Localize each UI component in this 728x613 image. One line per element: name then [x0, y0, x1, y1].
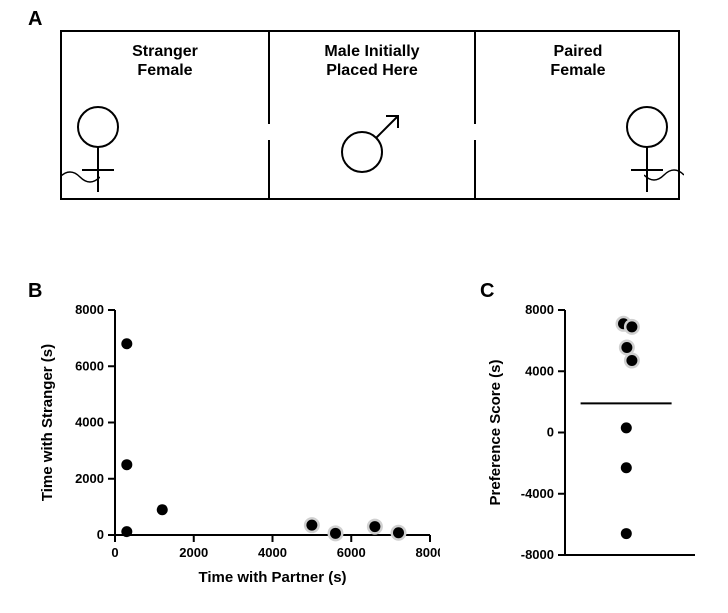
- svg-text:2000: 2000: [75, 471, 104, 486]
- svg-text:8000: 8000: [416, 545, 440, 560]
- svg-text:6000: 6000: [75, 358, 104, 373]
- chamber-left-line2: Female: [137, 62, 192, 79]
- chamber-center-line1: Male Initially: [324, 43, 419, 60]
- svg-text:0: 0: [97, 527, 104, 542]
- svg-text:Time with Stranger (s): Time with Stranger (s): [39, 344, 56, 501]
- svg-text:8000: 8000: [525, 302, 554, 317]
- scatter-chart-b: 0 2000 4000 6000 8000 0 2000 4000 6000 8000 Time w…: [30, 300, 440, 600]
- svg-text:Time with Partner (s): Time with Partner (s): [198, 569, 346, 586]
- svg-text:4000: 4000: [75, 415, 104, 430]
- strip-chart-c: -8000 -4000 0 4000 8000 Preference Score (s): [480, 300, 710, 600]
- chamber-right-line2: Female: [550, 62, 605, 79]
- panel-a-label: A: [28, 8, 42, 31]
- svg-text:8000: 8000: [75, 302, 104, 317]
- male-icon: [334, 107, 414, 182]
- svg-text:-8000: -8000: [521, 547, 554, 562]
- chamber-right-line1: Paired: [554, 43, 603, 60]
- svg-text:6000: 6000: [337, 545, 366, 560]
- svg-text:2000: 2000: [179, 545, 208, 560]
- apparatus-diagram: Stranger Female Male Initially Placed He…: [60, 30, 680, 200]
- chamber-left-line1: Stranger: [132, 43, 198, 60]
- svg-text:4000: 4000: [525, 363, 554, 378]
- chamber-center-line2: Placed Here: [326, 62, 418, 79]
- chamber-right-label: Paired Female: [478, 42, 678, 80]
- tether-left-icon: [60, 162, 100, 192]
- tether-right-icon: [644, 160, 684, 190]
- svg-text:-4000: -4000: [521, 486, 554, 501]
- chamber-left-label: Stranger Female: [65, 42, 265, 80]
- svg-text:0: 0: [111, 545, 118, 560]
- svg-text:0: 0: [547, 425, 554, 440]
- svg-text:Preference Score (s): Preference Score (s): [487, 360, 504, 506]
- svg-text:4000: 4000: [258, 545, 287, 560]
- chamber-center-label: Male Initially Placed Here: [272, 42, 472, 80]
